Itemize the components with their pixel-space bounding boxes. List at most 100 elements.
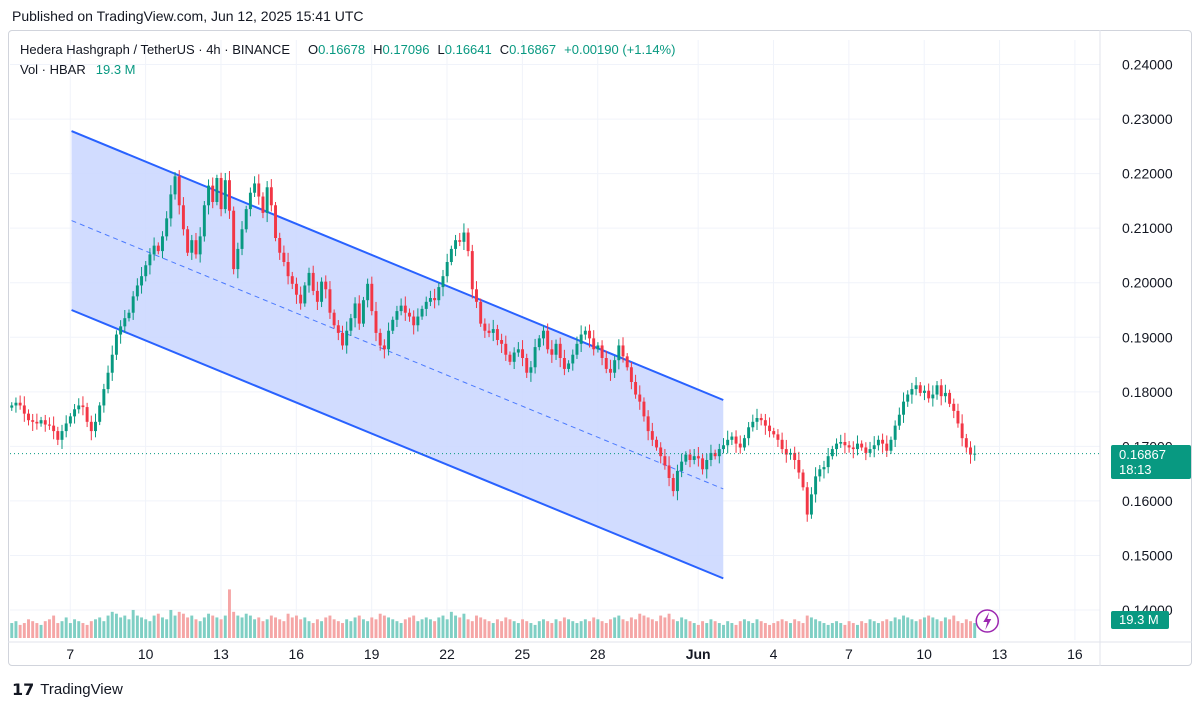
x-tick-label: 10 [916, 646, 932, 662]
candle-body [567, 363, 571, 369]
candle-body [734, 436, 738, 444]
candle-body [948, 392, 952, 404]
y-tick-label: 0.16000 [1122, 493, 1173, 509]
candle-body [705, 460, 709, 470]
volume-bar [14, 621, 18, 638]
candle-body [441, 276, 445, 288]
volume-bar [437, 617, 441, 638]
volume-bar [755, 619, 759, 638]
volume-bar [420, 619, 424, 638]
volume-bar [780, 619, 784, 638]
candle-body [232, 210, 236, 270]
y-tick-label: 0.23000 [1122, 111, 1173, 127]
volume-bar [696, 624, 700, 638]
candle-body [475, 289, 478, 302]
last-price-badge: 0.16867 18:13 [1111, 444, 1191, 479]
candle-body [22, 405, 26, 414]
volume-bar [634, 619, 638, 638]
volume-bar [470, 621, 474, 638]
x-tick-label: 22 [439, 646, 455, 662]
volume-bar [797, 621, 801, 638]
y-tick-label: 0.22000 [1122, 166, 1173, 182]
volume-bar [843, 624, 847, 638]
volume-bar [22, 623, 26, 638]
x-tick-label: 7 [66, 646, 74, 662]
candle-body [533, 347, 537, 368]
candle-body [207, 185, 210, 206]
volume-bar [169, 609, 173, 638]
candle-body [47, 424, 51, 426]
candle-body [148, 254, 152, 266]
candle-body [420, 308, 424, 317]
symbol-title[interactable]: Hedera Hashgraph / TetherUS · 4h · BINAN… [20, 42, 290, 57]
volume-bar [412, 615, 416, 638]
candle-body [592, 338, 596, 350]
candle-body [299, 294, 303, 304]
volume-bar [914, 621, 918, 638]
candle-body [864, 447, 868, 453]
volume-bar [717, 623, 721, 638]
candle-body [173, 176, 177, 195]
chart-frame[interactable] [8, 30, 1192, 666]
candle-body [537, 338, 541, 348]
candle-body [960, 423, 964, 439]
y-tick-label: 0.24000 [1122, 57, 1173, 73]
volume-bar [131, 609, 135, 638]
candle-body [839, 442, 843, 444]
candle-body [81, 405, 85, 408]
volume-bar [161, 617, 164, 638]
volume-bar [646, 617, 650, 638]
volume-title[interactable]: Vol · HBAR [20, 62, 86, 77]
candle-body [328, 289, 332, 313]
lightning-icon-glyph [983, 612, 992, 630]
candle-body [512, 352, 516, 362]
candle-body [525, 358, 529, 373]
volume-bar [851, 623, 855, 638]
candle-body [491, 329, 495, 333]
candle-body [35, 421, 39, 424]
volume-bar [52, 615, 56, 638]
volume-bar [504, 617, 508, 638]
candle-body [77, 405, 81, 410]
volume-bar [617, 615, 621, 638]
candle-body [797, 460, 801, 473]
candle-body [228, 180, 231, 211]
candle-body [169, 194, 173, 219]
candle-body [458, 240, 462, 242]
volume-bar [324, 617, 328, 638]
candle-body [889, 439, 893, 451]
candle-body [554, 343, 558, 355]
candle-body [127, 312, 131, 319]
volume-bar [144, 619, 148, 638]
candle-body [294, 283, 298, 295]
volume-bar [521, 619, 525, 638]
candle-body [655, 439, 658, 448]
candle-body [621, 345, 625, 357]
candle-body [571, 354, 575, 364]
volume-bar [18, 624, 22, 638]
candle-body [131, 296, 135, 313]
volume-bar [408, 617, 411, 638]
candle-body [843, 442, 847, 446]
volume-bar [140, 617, 144, 638]
volume-bar [119, 617, 123, 638]
volume-group [10, 589, 977, 638]
candle-body [897, 414, 901, 426]
volume-bar [973, 623, 977, 638]
footer-brand[interactable]: 17 TradingView [12, 680, 123, 699]
volume-bar [261, 621, 265, 638]
candle-body [114, 334, 118, 355]
volume-bar [98, 617, 102, 638]
volume-bar [537, 621, 541, 638]
candle-body [370, 283, 374, 312]
candle-body [408, 312, 411, 317]
volume-bar [299, 619, 303, 638]
volume-bar [102, 621, 106, 638]
ohlc-legend-row: Hedera Hashgraph / TetherUS · 4h · BINAN… [20, 40, 675, 60]
candle-body [952, 403, 956, 411]
channel-upper-line [71, 130, 724, 401]
candle-body [437, 287, 441, 301]
candle-body [345, 330, 349, 346]
volume-bar [621, 619, 625, 638]
